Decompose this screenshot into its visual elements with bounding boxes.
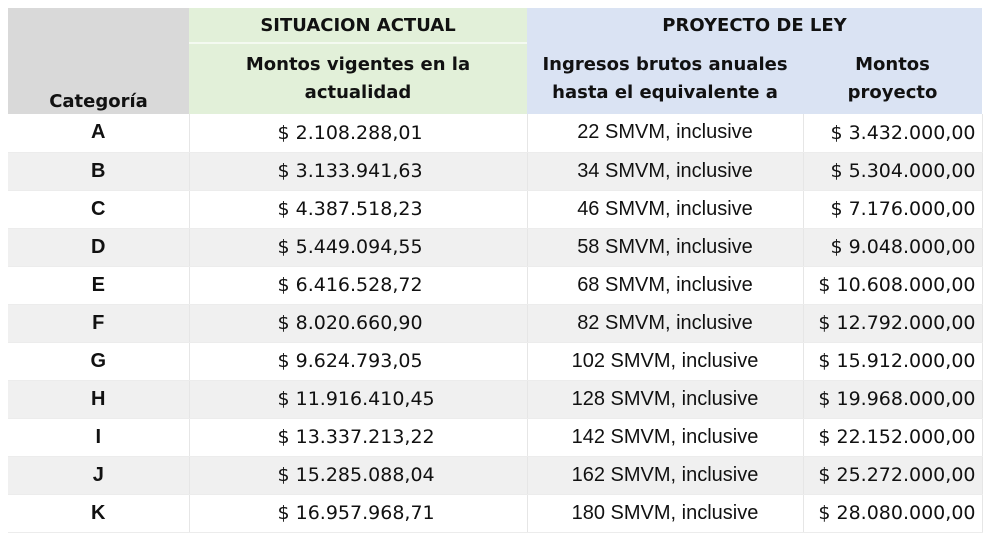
table-row: H $ 11.916.410,45 128 SMVM, inclusive $ … <box>8 380 983 419</box>
table-row: J $ 15.285.088,04 162 SMVM, inclusive $ … <box>8 456 983 495</box>
cell-monto-proyecto: $ 12.792.000,00 <box>803 304 983 343</box>
cell-categoria: J <box>8 456 190 495</box>
table-row: K $ 16.957.968,71 180 SMVM, inclusive $ … <box>8 494 983 533</box>
header-ingresos-line1: Ingresos brutos anuales <box>542 53 788 75</box>
cell-ingresos: 142 SMVM, inclusive <box>527 418 804 457</box>
table-row: F $ 8.020.660,90 82 SMVM, inclusive $ 12… <box>8 304 983 343</box>
cell-categoria: K <box>8 494 190 533</box>
header-ingresos-line2: hasta el equivalente a <box>552 81 778 103</box>
cell-monto-vigente: $ 6.416.528,72 <box>189 266 528 305</box>
cell-ingresos: 58 SMVM, inclusive <box>527 228 804 267</box>
cell-monto-vigente: $ 16.957.968,71 <box>189 494 528 533</box>
header-ingresos-brutos: Ingresos brutos anuales hasta el equival… <box>527 43 803 114</box>
header-montos-proyecto: Montos proyecto <box>803 43 982 114</box>
header-categoria: Categoría <box>8 8 189 114</box>
cell-categoria: G <box>8 342 190 381</box>
table-row: C $ 4.387.518,23 46 SMVM, inclusive $ 7.… <box>8 190 983 229</box>
cell-ingresos: 102 SMVM, inclusive <box>527 342 804 381</box>
cell-monto-vigente: $ 9.624.793,05 <box>189 342 528 381</box>
table-body: A $ 2.108.288,01 22 SMVM, inclusive $ 3.… <box>8 114 983 533</box>
cell-ingresos: 180 SMVM, inclusive <box>527 494 804 533</box>
header-montos-vigentes-line2: actualidad <box>304 82 412 103</box>
cell-monto-vigente: $ 13.337.213,22 <box>189 418 528 457</box>
cell-ingresos: 34 SMVM, inclusive <box>527 152 804 191</box>
cell-monto-vigente: $ 4.387.518,23 <box>189 190 528 229</box>
cell-monto-proyecto: $ 15.912.000,00 <box>803 342 983 381</box>
header-montos-proyecto-line1: Montos <box>855 53 930 75</box>
cell-categoria: D <box>8 228 190 267</box>
table-row: D $ 5.449.094,55 58 SMVM, inclusive $ 9.… <box>8 228 983 267</box>
cell-monto-proyecto: $ 10.608.000,00 <box>803 266 983 305</box>
categorias-table: Categoría SITUACION ACTUAL PROYECTO DE L… <box>8 8 983 533</box>
table-row: G $ 9.624.793,05 102 SMVM, inclusive $ 1… <box>8 342 983 381</box>
cell-monto-vigente: $ 2.108.288,01 <box>189 114 528 153</box>
table-row: E $ 6.416.528,72 68 SMVM, inclusive $ 10… <box>8 266 983 305</box>
cell-categoria: F <box>8 304 190 343</box>
cell-categoria: B <box>8 152 190 191</box>
cell-monto-vigente: $ 8.020.660,90 <box>189 304 528 343</box>
cell-monto-vigente: $ 5.449.094,55 <box>189 228 528 267</box>
cell-monto-proyecto: $ 5.304.000,00 <box>803 152 983 191</box>
cell-ingresos: 82 SMVM, inclusive <box>527 304 804 343</box>
cell-monto-proyecto: $ 7.176.000,00 <box>803 190 983 229</box>
cell-monto-proyecto: $ 22.152.000,00 <box>803 418 983 457</box>
table-row: B $ 3.133.941,63 34 SMVM, inclusive $ 5.… <box>8 152 983 191</box>
header-montos-proyecto-line2: proyecto <box>847 81 938 103</box>
cell-ingresos: 162 SMVM, inclusive <box>527 456 804 495</box>
cell-ingresos: 22 SMVM, inclusive <box>527 114 804 153</box>
cell-ingresos: 128 SMVM, inclusive <box>527 380 804 419</box>
cell-categoria: I <box>8 418 190 457</box>
cell-monto-proyecto: $ 25.272.000,00 <box>803 456 983 495</box>
cell-monto-vigente: $ 11.916.410,45 <box>189 380 528 419</box>
cell-monto-vigente: $ 3.133.941,63 <box>189 152 528 191</box>
header-montos-vigentes-line1: Montos vigentes en la <box>245 54 471 75</box>
cell-categoria: A <box>8 114 190 153</box>
cell-ingresos: 68 SMVM, inclusive <box>527 266 804 305</box>
cell-monto-vigente: $ 15.285.088,04 <box>189 456 528 495</box>
table-header: Categoría SITUACION ACTUAL PROYECTO DE L… <box>8 8 982 114</box>
table-row: I $ 13.337.213,22 142 SMVM, inclusive $ … <box>8 418 983 457</box>
header-proyecto-de-ley: PROYECTO DE LEY <box>527 8 982 43</box>
cell-categoria: H <box>8 380 190 419</box>
cell-monto-proyecto: $ 9.048.000,00 <box>803 228 983 267</box>
cell-monto-proyecto: $ 28.080.000,00 <box>803 494 983 533</box>
header-montos-vigentes: Montos vigentes en la actualidad <box>189 43 527 114</box>
cell-ingresos: 46 SMVM, inclusive <box>527 190 804 229</box>
cell-categoria: E <box>8 266 190 305</box>
cell-monto-proyecto: $ 3.432.000,00 <box>803 114 983 153</box>
header-situacion-actual: SITUACION ACTUAL <box>189 8 527 44</box>
table-row: A $ 2.108.288,01 22 SMVM, inclusive $ 3.… <box>8 114 983 153</box>
cell-categoria: C <box>8 190 190 229</box>
cell-monto-proyecto: $ 19.968.000,00 <box>803 380 983 419</box>
